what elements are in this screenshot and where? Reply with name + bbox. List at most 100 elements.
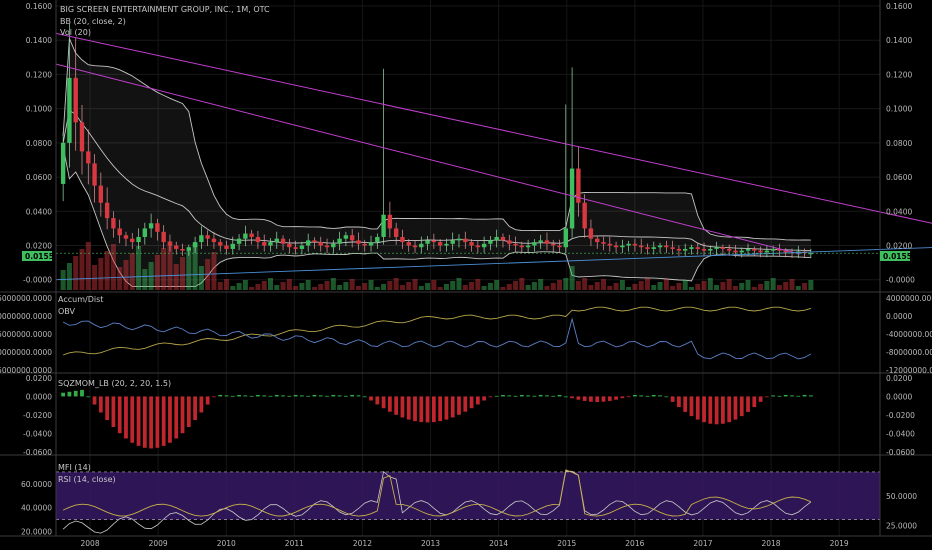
sqz-bar-119 — [808, 395, 813, 397]
volume-bar-76 — [538, 279, 544, 290]
volume-bar-66 — [475, 279, 481, 290]
sqz-tick-left-3: -0.0400 — [23, 430, 52, 439]
volume-bar-86 — [600, 279, 607, 290]
rsi-mfi-panel[interactable] — [56, 469, 880, 534]
candle-90 — [626, 243, 631, 246]
rsi-tick-left-0: 60.0000 — [21, 480, 52, 489]
price-tick-left-2: 0.1200 — [26, 70, 52, 79]
price-tick-left-0: 0.1600 — [26, 2, 52, 11]
x-tick-2017: 2017 — [693, 539, 712, 548]
candle-102 — [701, 248, 707, 251]
sqz-bar-23 — [205, 396, 210, 405]
candle-99 — [682, 248, 688, 251]
candle-77 — [544, 240, 550, 244]
candle-9 — [117, 228, 122, 236]
candle-59 — [431, 240, 437, 243]
volume-bar-35 — [280, 282, 286, 290]
candle-107 — [733, 250, 738, 253]
candle-72 — [513, 243, 518, 246]
volume-bar-117 — [795, 286, 801, 290]
x-tick-2015: 2015 — [557, 539, 576, 548]
volume-bar-41 — [318, 284, 324, 290]
volume-bar-30 — [249, 287, 255, 290]
volume-bar-111 — [758, 284, 764, 290]
sqz-bar-14 — [149, 396, 153, 449]
sqz-bar-8 — [111, 396, 116, 427]
sqz-bar-28 — [237, 394, 241, 397]
sqz-bar-17 — [168, 396, 172, 443]
sqz-bar-97 — [670, 396, 675, 402]
sqz-bar-106 — [727, 396, 732, 423]
volume-bar-74 — [525, 285, 531, 290]
sqz-bar-112 — [764, 396, 769, 398]
sqz-bar-87 — [607, 396, 612, 401]
candle-47 — [356, 240, 361, 244]
sqz-bar-82 — [576, 396, 581, 400]
candle-53 — [393, 228, 399, 237]
x-tick-2019: 2019 — [830, 539, 849, 548]
sqz-bar-57 — [419, 396, 424, 423]
sqz-bar-91 — [633, 394, 637, 397]
candle-24 — [211, 238, 217, 243]
candle-92 — [639, 245, 644, 248]
sqz-bar-102 — [702, 396, 706, 423]
volume-bar-43 — [330, 278, 336, 290]
volume-bar-110 — [751, 287, 757, 290]
x-tick-2009: 2009 — [149, 539, 168, 548]
sqz-tick-right-0: 0.0200 — [886, 374, 912, 383]
bb-upper — [62, 38, 811, 241]
rsi-band — [56, 471, 880, 520]
volume-bar-4 — [85, 242, 91, 290]
volume-bar-87 — [607, 286, 613, 290]
candle-65 — [469, 242, 474, 246]
candle-17 — [167, 242, 173, 246]
price-panel[interactable] — [55, 23, 932, 290]
candle-11 — [130, 238, 135, 243]
x-tick-2008: 2008 — [81, 539, 100, 548]
sqz-tick-left-0: 0.0200 — [26, 374, 52, 383]
sqz-bar-101 — [695, 396, 700, 420]
sqz-bar-42 — [325, 395, 329, 397]
candle-35 — [280, 238, 286, 244]
candle-76 — [538, 240, 543, 243]
candle-6 — [98, 185, 104, 203]
volume-bar-60 — [437, 287, 443, 290]
volume-bar-39 — [305, 280, 311, 290]
accum-obv-panel[interactable] — [62, 306, 812, 360]
bb-lower — [62, 146, 811, 288]
candle-101 — [695, 247, 700, 249]
volume-bar-84 — [588, 285, 594, 290]
candle-33 — [268, 242, 273, 246]
sqz-bar-9 — [117, 396, 122, 434]
volume-bar-103 — [707, 278, 713, 290]
sqz-bar-29 — [243, 395, 248, 397]
price-tag-right-text: 0.0155 — [883, 252, 912, 261]
sqz-bar-64 — [463, 396, 468, 412]
volume-bar-8 — [110, 244, 116, 290]
sqz-bar-40 — [312, 394, 317, 397]
candle-88 — [613, 245, 619, 248]
volume-bar-63 — [456, 278, 462, 290]
price-tick-right-8: -0.0000 — [886, 276, 915, 285]
sqz-bar-41 — [318, 395, 323, 397]
sqz-bar-55 — [406, 396, 411, 420]
candle-109 — [745, 248, 751, 251]
volume-bar-83 — [582, 278, 588, 290]
sqz-bar-66 — [475, 396, 480, 405]
sqz-bar-0 — [61, 392, 66, 397]
chart-title: BIG SCREEN ENTERTAINMENT GROUP, INC., 1M… — [60, 5, 270, 14]
volume-bar-55 — [406, 282, 412, 290]
volume-bar-100 — [688, 287, 694, 290]
volume-bar-18 — [173, 264, 179, 290]
bb-legend: BB (20, close, 2) — [60, 17, 126, 26]
volume-bar-2 — [73, 256, 79, 290]
candle-22 — [199, 235, 204, 243]
sqzmom-panel[interactable] — [61, 389, 813, 449]
candle-83 — [582, 202, 587, 229]
obv-line — [62, 317, 812, 360]
volume-bar-36 — [286, 279, 292, 290]
x-tick-2011: 2011 — [285, 539, 304, 548]
trendline-upper — [55, 32, 932, 224]
price-tick-left-8: -0.0000 — [23, 276, 52, 285]
